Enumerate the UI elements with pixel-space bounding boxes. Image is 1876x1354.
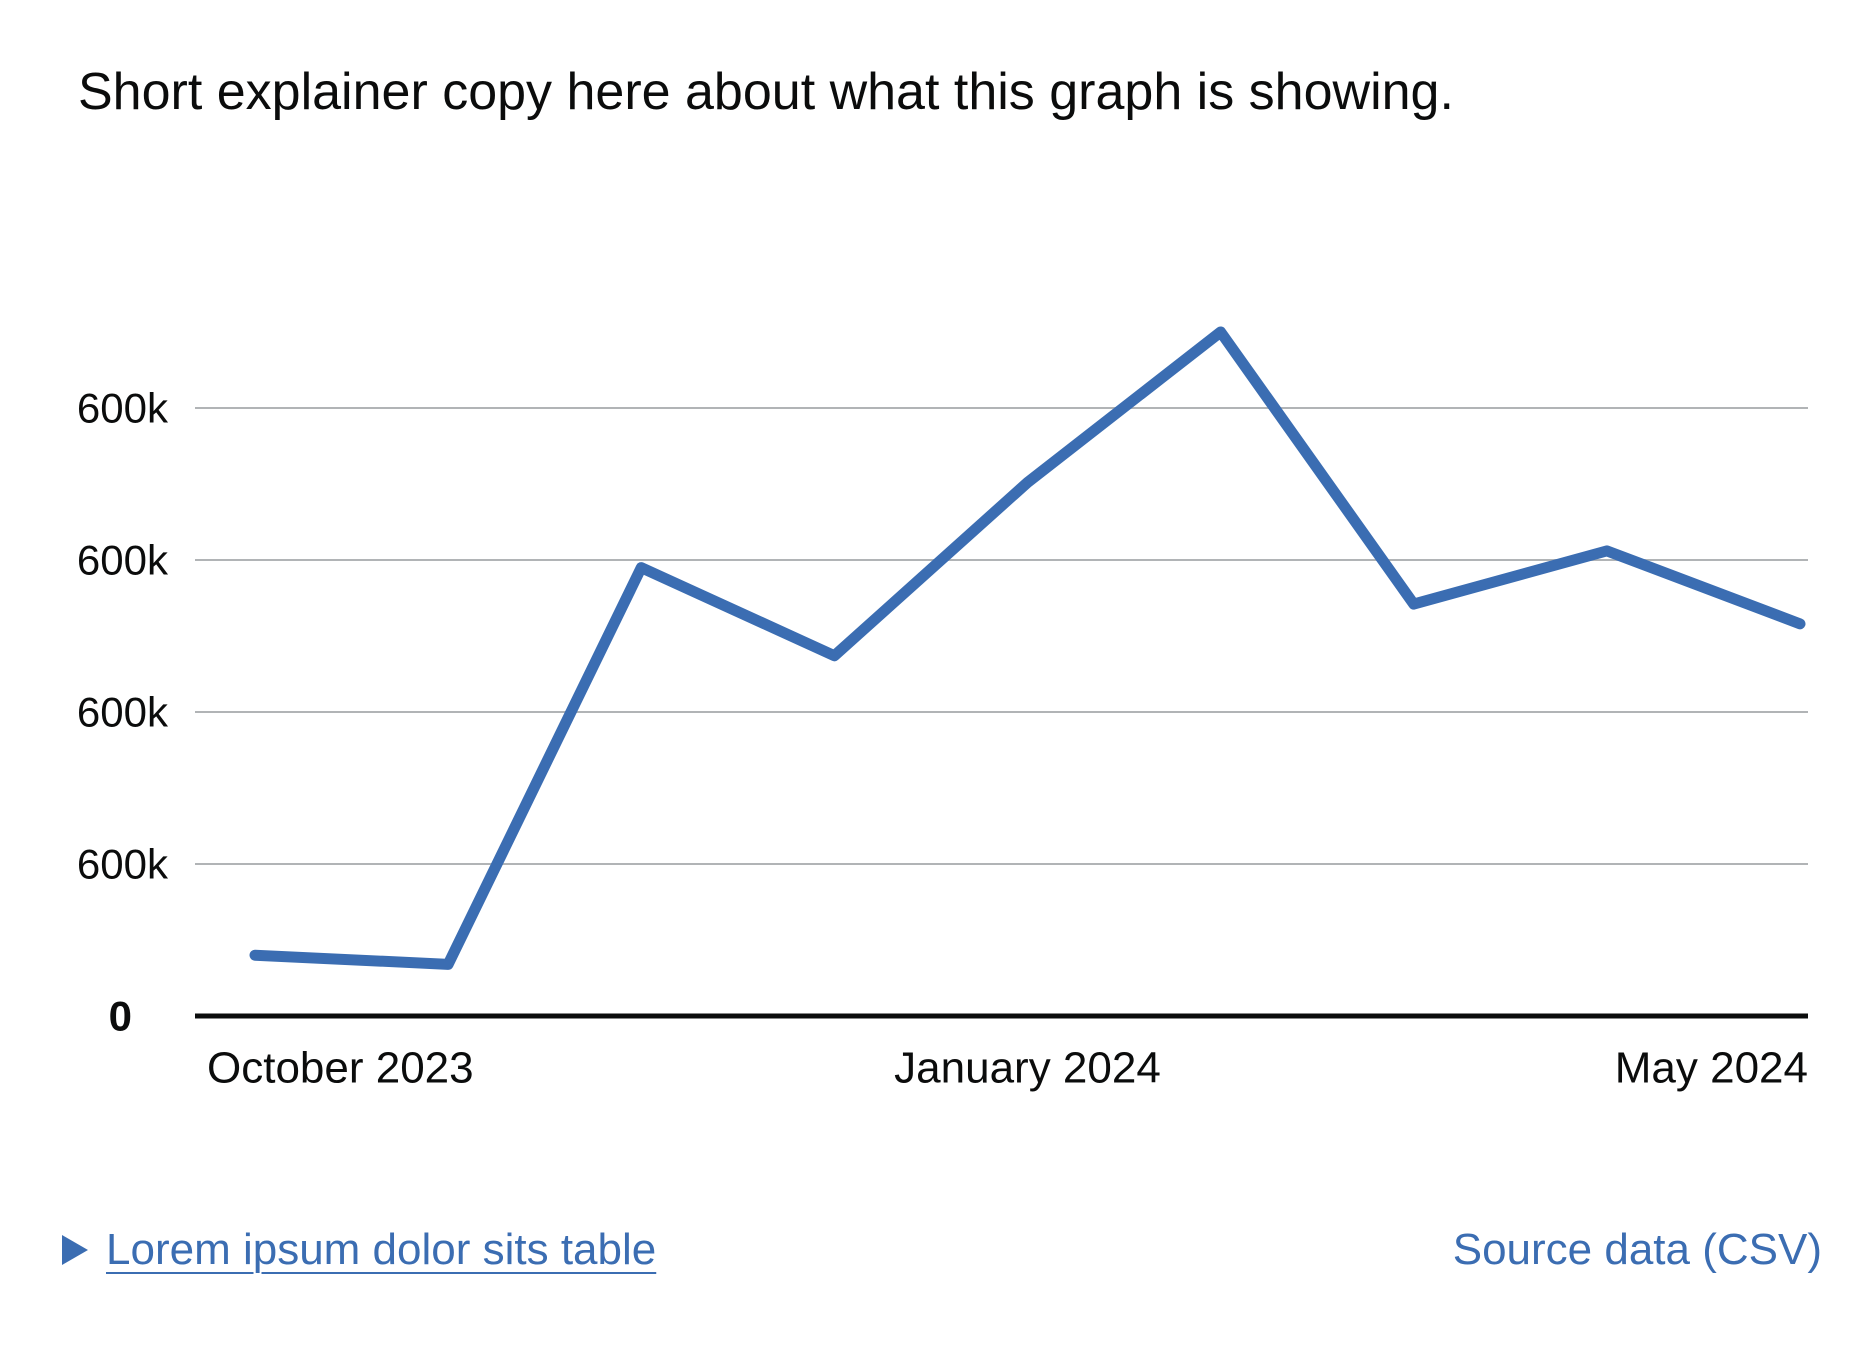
gridlines [195,407,1808,865]
y-axis-labels: 0 600k 600k 600k 600k [77,385,169,1040]
y-tick-label-3: 600k [77,537,169,584]
series-line-0 [249,326,1806,970]
series-layer [249,326,1806,970]
line-chart: 0 600k 600k 600k 600k October 2023 January 20… [77,326,1808,1093]
chart-explainer: Short explainer copy here about what thi… [78,63,1454,121]
table-link[interactable]: Lorem ipsum dolor sits table [106,1225,657,1274]
source-data-csv-link[interactable]: Source data (CSV) [1452,1225,1822,1274]
y-tick-label-2: 600k [77,689,169,736]
x-tick-label-1: January 2024 [894,1044,1161,1093]
x-axis-labels: October 2023 January 2024 May 2024 [207,1044,1808,1093]
y-tick-label-0: 0 [109,993,132,1040]
y-tick-label-4: 600k [77,385,169,432]
y-tick-label-1: 600k [77,841,169,888]
triangle-right-icon [62,1235,88,1265]
table-disclosure-toggle[interactable]: Lorem ipsum dolor sits table [62,1222,656,1278]
x-tick-label-0: October 2023 [207,1044,474,1093]
x-tick-label-2: May 2024 [1615,1044,1808,1093]
